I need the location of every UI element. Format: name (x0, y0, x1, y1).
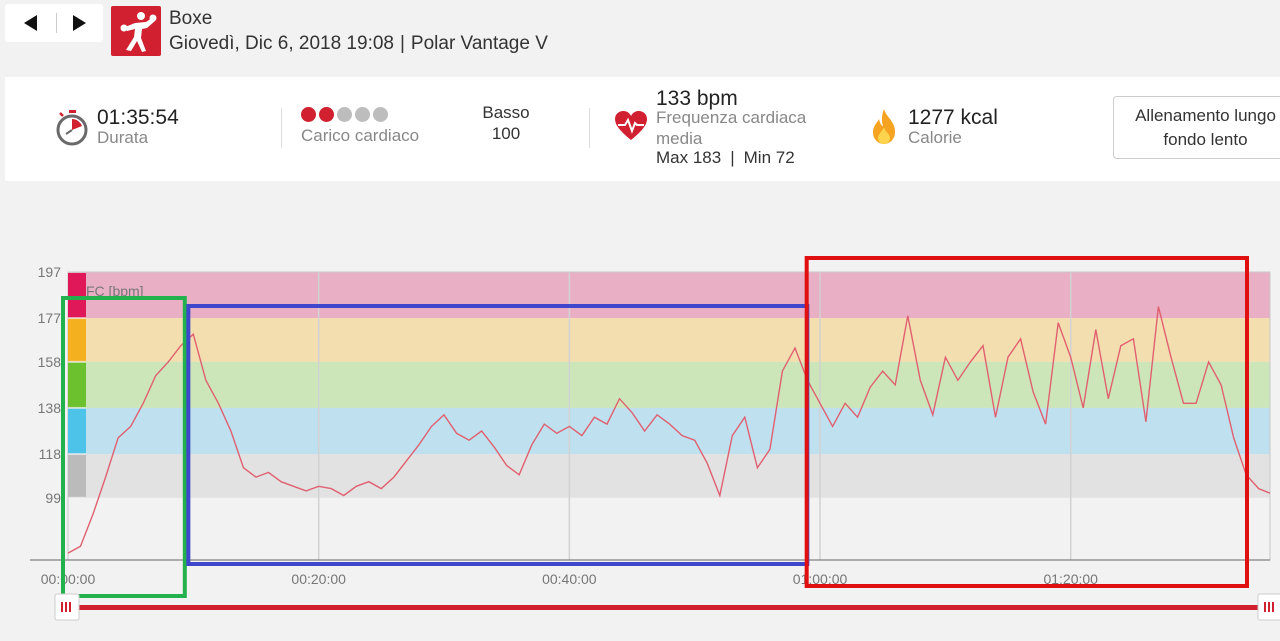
hr-max: Max 183 (656, 148, 722, 167)
cardio-load-dot (355, 107, 370, 122)
series-label: FC [bpm] (86, 283, 144, 299)
y-tick-label: 158 (38, 354, 62, 370)
session-date-time: Giovedì, Dic 6, 2018 19:08 (169, 33, 394, 54)
cardio-load-dot (337, 107, 352, 122)
meta-separator: | (399, 33, 405, 54)
previous-session-button[interactable] (17, 12, 45, 34)
range-handle-end[interactable] (1257, 593, 1280, 621)
training-benefit-line2: fondo lento (1163, 130, 1248, 149)
hr-zone-band-3 (68, 361, 1270, 408)
hr-zone-band-5 (68, 272, 1270, 319)
hr-zones (68, 272, 1270, 498)
cardio-load-dot (301, 107, 316, 122)
hr-max-min: Max 183 | Min 72 (656, 148, 795, 168)
navigation-box (5, 4, 103, 42)
hr-zone-tab-1 (68, 455, 86, 497)
nav-divider (56, 13, 57, 33)
hr-label-line2: media (656, 129, 703, 148)
hr-zone-tab-5 (68, 273, 86, 318)
y-tick-label: 99 (45, 490, 61, 506)
stopwatch-icon (56, 110, 88, 146)
flame-icon (873, 109, 895, 144)
calories-label: Calorie (908, 128, 962, 147)
heart-rate-chart: 197 177 158 138 118 99 00:00:00 00:20:00 00:40:… (30, 256, 1280, 621)
triangle-left-icon (24, 15, 37, 31)
y-tick-label: 197 (38, 264, 62, 280)
hr-series-line (67, 306, 1271, 554)
hr-min: Min 72 (743, 148, 795, 167)
sport-name: Boxe (169, 8, 213, 29)
calories-value: 1277 kcal (908, 106, 998, 129)
session-meta: Giovedì, Dic 6, 2018 19:08 | Polar Vantage… (169, 33, 548, 55)
x-tick-label: 00:40:00 (542, 571, 597, 587)
range-track (70, 605, 1265, 610)
hr-separator: | (730, 148, 735, 167)
duration-label: Durata (97, 128, 149, 147)
y-tick-label: 138 (38, 400, 62, 416)
divider (589, 108, 590, 148)
hr-zone-tab-3 (68, 362, 86, 407)
device-name: Polar Vantage V (410, 33, 548, 54)
cardio-load-dots (301, 107, 388, 122)
hr-zone-tab-4 (68, 319, 86, 361)
y-tick-label: 177 (38, 310, 62, 326)
heart-rate-icon (615, 111, 647, 140)
y-axis: 197 177 158 138 118 99 (38, 264, 62, 506)
cardio-load-dot (319, 107, 334, 122)
hr-label-line1: Frequenza cardiaca (656, 108, 807, 127)
y-tick-label: 118 (39, 446, 62, 462)
hr-zone-band-1 (68, 454, 1270, 498)
cardio-load-label: Carico cardiaco (301, 126, 420, 145)
triangle-right-icon (73, 15, 86, 31)
divider (281, 108, 282, 148)
summary-bar: 01:35:54 Durata Carico cardiaco Basso 10… (5, 77, 1280, 181)
hr-zone-band-4 (68, 318, 1270, 362)
chart-grid (317, 272, 1072, 560)
x-tick-label: 00:20:00 (291, 571, 346, 587)
range-handle-start[interactable] (54, 593, 80, 621)
x-tick-label: 01:20:00 (1043, 571, 1098, 587)
hr-zone-tab-2 (68, 408, 86, 454)
annotation-box-green (61, 296, 187, 598)
training-benefit-button[interactable]: Allenamento lungo fondo lento (1113, 96, 1280, 159)
cardio-load-value: 100 (491, 124, 521, 143)
training-benefit-line1: Allenamento lungo (1135, 106, 1276, 125)
range-slider (54, 593, 1280, 621)
next-session-button[interactable] (65, 12, 93, 34)
boxing-icon (120, 12, 157, 52)
x-tick-label: 00:00:00 (41, 571, 96, 587)
cardio-load-level: Basso (482, 103, 530, 122)
zone-tabs (68, 273, 86, 497)
annotation-boxes (61, 256, 1249, 598)
hr-average-value: 133 bpm (656, 87, 738, 110)
annotation-box-red (804, 256, 1249, 588)
sport-badge (111, 6, 161, 56)
cardio-load-dot (373, 107, 388, 122)
hr-zone-band-2 (68, 407, 1270, 455)
duration-value: 01:35:54 (97, 106, 179, 129)
